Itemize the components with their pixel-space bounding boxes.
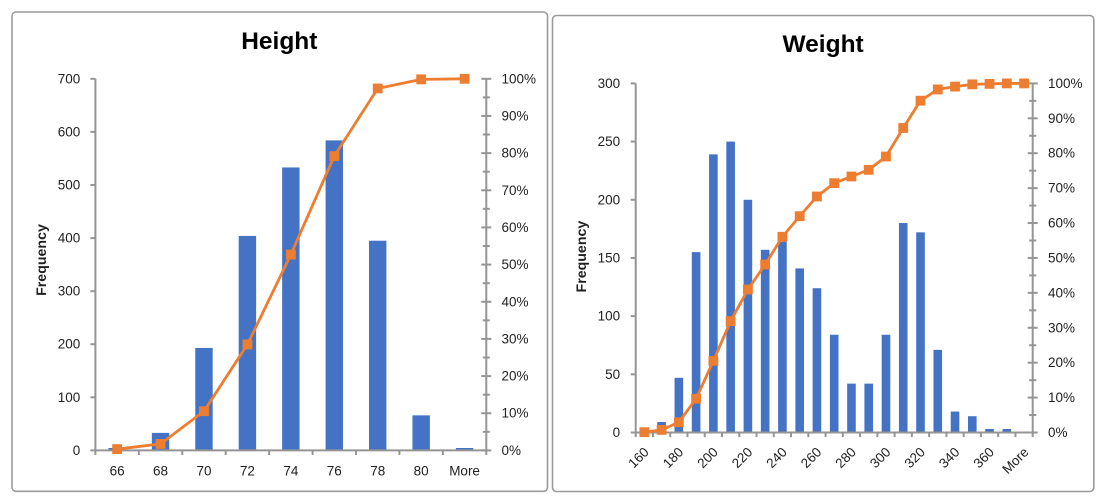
svg-text:300: 300 — [598, 76, 621, 91]
svg-text:80%: 80% — [1048, 146, 1075, 161]
svg-text:72: 72 — [240, 463, 255, 478]
svg-text:700: 700 — [58, 71, 81, 86]
svg-text:Height: Height — [241, 28, 317, 55]
svg-text:50: 50 — [605, 367, 620, 382]
svg-text:250: 250 — [598, 134, 621, 149]
svg-text:50%: 50% — [502, 257, 529, 272]
svg-text:400: 400 — [58, 231, 81, 246]
svg-text:More: More — [449, 463, 480, 478]
svg-text:30%: 30% — [1048, 320, 1075, 335]
svg-text:Weight: Weight — [782, 31, 863, 58]
svg-text:150: 150 — [598, 250, 621, 265]
svg-text:10%: 10% — [502, 406, 529, 421]
svg-text:70%: 70% — [502, 183, 529, 198]
svg-text:74: 74 — [283, 463, 299, 478]
svg-text:0: 0 — [73, 443, 81, 458]
svg-text:0%: 0% — [502, 443, 522, 458]
svg-text:40%: 40% — [502, 294, 529, 309]
svg-text:80: 80 — [414, 463, 429, 478]
svg-text:78: 78 — [370, 463, 385, 478]
svg-text:Frequency: Frequency — [34, 224, 50, 296]
svg-text:100%: 100% — [1048, 76, 1083, 91]
svg-text:80%: 80% — [502, 146, 529, 161]
svg-text:20%: 20% — [1048, 355, 1075, 370]
svg-text:500: 500 — [58, 177, 81, 192]
svg-text:20%: 20% — [502, 369, 529, 384]
svg-text:0: 0 — [613, 425, 621, 440]
svg-text:90%: 90% — [502, 108, 529, 123]
svg-text:40%: 40% — [1048, 285, 1075, 300]
svg-text:100: 100 — [58, 390, 81, 405]
svg-text:0%: 0% — [1048, 425, 1068, 440]
svg-text:60%: 60% — [502, 220, 529, 235]
svg-text:76: 76 — [327, 463, 342, 478]
svg-text:10%: 10% — [1048, 390, 1075, 405]
svg-text:100%: 100% — [502, 71, 537, 86]
svg-text:90%: 90% — [1048, 111, 1075, 126]
svg-text:600: 600 — [58, 124, 81, 139]
svg-text:300: 300 — [58, 284, 81, 299]
svg-text:50%: 50% — [1048, 250, 1075, 265]
svg-text:30%: 30% — [502, 331, 529, 346]
svg-text:200: 200 — [58, 337, 81, 352]
svg-text:66: 66 — [110, 463, 125, 478]
svg-text:Frequency: Frequency — [574, 221, 590, 293]
svg-text:100: 100 — [598, 309, 621, 324]
svg-text:70: 70 — [196, 463, 211, 478]
svg-text:70%: 70% — [1048, 181, 1075, 196]
svg-text:68: 68 — [153, 463, 168, 478]
svg-text:200: 200 — [598, 192, 621, 207]
svg-text:60%: 60% — [1048, 216, 1075, 231]
